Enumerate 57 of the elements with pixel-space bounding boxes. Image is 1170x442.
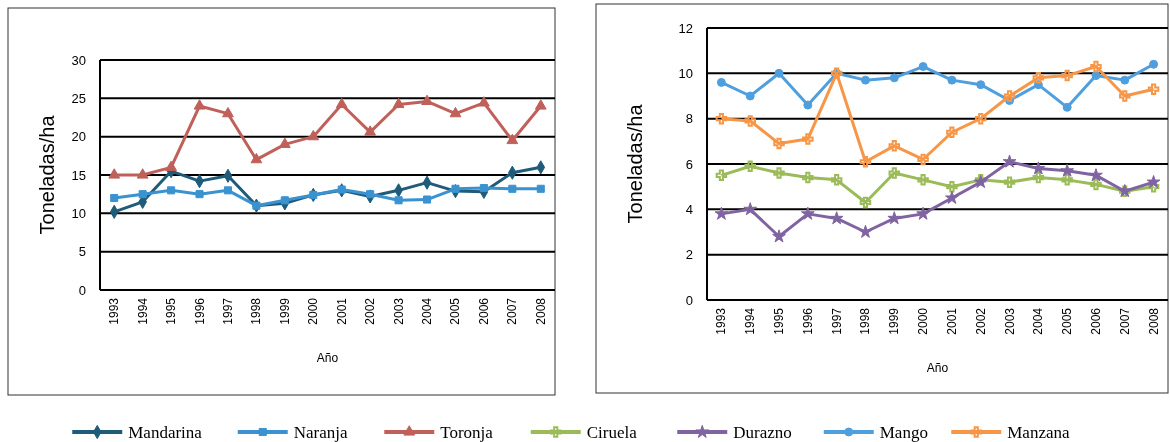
x-tick-label: 2002 bbox=[363, 297, 378, 325]
y-tick-label: 0 bbox=[78, 282, 86, 298]
legend-label: Manzana bbox=[1007, 422, 1070, 442]
legend-label: Mandarina bbox=[128, 422, 203, 442]
x-tick-label: 2006 bbox=[476, 297, 491, 325]
y-axis-title: Toneladas/ha bbox=[624, 103, 646, 224]
x-tick-label: 2008 bbox=[533, 297, 548, 325]
x-tick-label: 2001 bbox=[944, 307, 959, 335]
legend-label: Durazno bbox=[733, 422, 792, 442]
x-axis-title: Año bbox=[926, 361, 949, 375]
x-tick-label: 1996 bbox=[800, 307, 815, 335]
x-tick-label: 1995 bbox=[164, 297, 179, 325]
x-tick-label: 1996 bbox=[192, 297, 207, 325]
x-tick-label: 1997 bbox=[220, 297, 235, 325]
x-tick-label: 2004 bbox=[420, 297, 435, 325]
x-axis-title: Año bbox=[316, 351, 339, 365]
y-tick-label: 20 bbox=[71, 129, 86, 145]
y-tick-label: 10 bbox=[71, 205, 86, 221]
y-tick-label: 5 bbox=[78, 244, 86, 260]
y-tick-label: 4 bbox=[685, 201, 693, 217]
y-tick-label: 0 bbox=[685, 292, 693, 308]
y-tick-label: 15 bbox=[71, 167, 86, 183]
y-tick-label: 8 bbox=[685, 111, 693, 127]
x-tick-label: 1993 bbox=[714, 307, 729, 335]
x-tick-label: 1994 bbox=[135, 297, 150, 325]
x-tick-label: 2000 bbox=[916, 307, 931, 335]
x-tick-label: 2005 bbox=[1060, 307, 1075, 335]
x-tick-label: 1999 bbox=[277, 297, 292, 325]
legend-label: Toronja bbox=[440, 422, 494, 442]
x-tick-label: 2004 bbox=[1031, 307, 1046, 335]
x-tick-label: 1997 bbox=[829, 307, 844, 335]
x-tick-label: 1999 bbox=[887, 307, 902, 335]
y-tick-label: 12 bbox=[678, 20, 693, 36]
x-tick-label: 2007 bbox=[1117, 307, 1132, 335]
legend-label: Naranja bbox=[293, 422, 348, 442]
y-tick-label: 10 bbox=[678, 65, 693, 81]
x-tick-label: 1993 bbox=[107, 297, 122, 325]
legend-label: Ciruela bbox=[586, 422, 638, 442]
legend-label: Mango bbox=[879, 422, 928, 442]
x-tick-label: 2007 bbox=[505, 297, 520, 325]
y-tick-label: 25 bbox=[71, 90, 86, 106]
x-tick-label: 2005 bbox=[448, 297, 463, 325]
x-tick-label: 2003 bbox=[1002, 307, 1017, 335]
x-tick-label: 1998 bbox=[858, 307, 873, 335]
x-tick-label: 2006 bbox=[1088, 307, 1103, 335]
x-tick-label: 1995 bbox=[772, 307, 787, 335]
x-tick-label: 2001 bbox=[334, 297, 349, 325]
x-tick-label: 2000 bbox=[306, 297, 321, 325]
y-tick-label: 30 bbox=[71, 52, 86, 68]
y-tick-label: 6 bbox=[685, 156, 693, 172]
y-axis-title: Toneladas/ha bbox=[36, 114, 58, 235]
x-tick-label: 2002 bbox=[973, 307, 988, 335]
x-tick-label: 2008 bbox=[1146, 307, 1161, 335]
y-tick-label: 2 bbox=[685, 247, 693, 263]
x-tick-label: 1998 bbox=[249, 297, 264, 325]
x-tick-label: 2003 bbox=[391, 297, 406, 325]
x-tick-label: 1994 bbox=[743, 307, 758, 335]
